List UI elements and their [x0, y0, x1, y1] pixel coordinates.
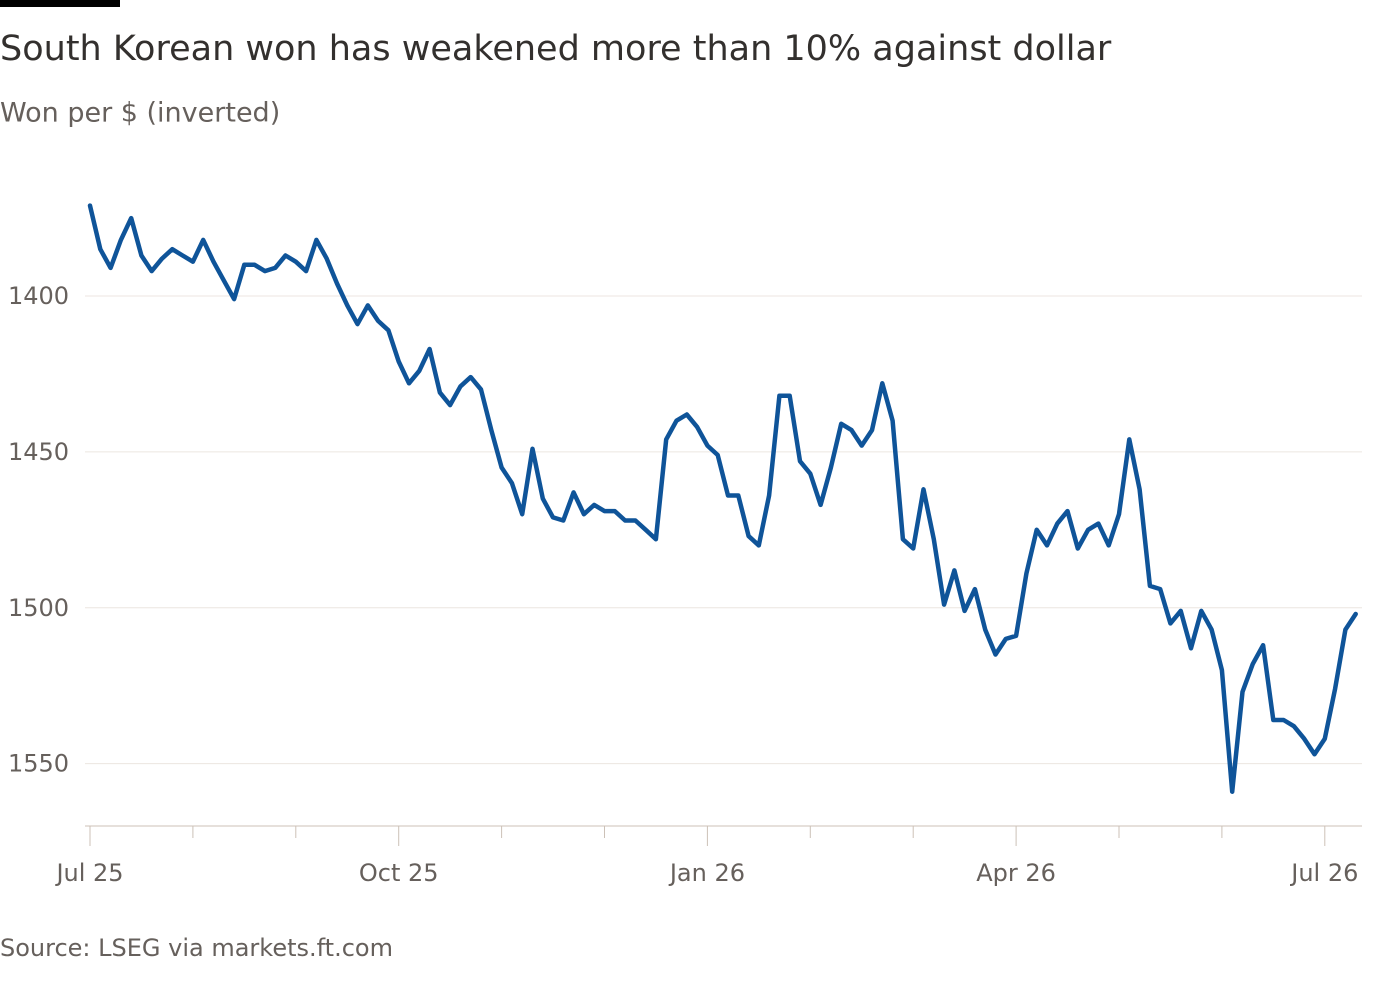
x-tick-label: Oct 25	[359, 859, 439, 887]
y-tick-label: 1450	[8, 438, 69, 466]
y-tick-label: 1550	[8, 750, 69, 778]
y-tick-label: 1500	[8, 594, 69, 622]
line-series	[87, 203, 1358, 794]
brand-bar	[0, 0, 120, 7]
chart-subtitle: Won per $ (inverted)	[0, 98, 280, 129]
x-tick-label: Apr 26	[976, 859, 1056, 887]
chart-title: South Korean won has weakened more than …	[0, 29, 1112, 69]
x-tick-label: Jul 25	[54, 859, 123, 887]
x-tick-label: Jan 26	[668, 859, 745, 887]
y-tick-label: 1400	[8, 282, 69, 310]
x-tick-label: Jul 26	[1289, 859, 1358, 887]
source: Source: LSEG via markets.ft.com	[0, 934, 393, 962]
